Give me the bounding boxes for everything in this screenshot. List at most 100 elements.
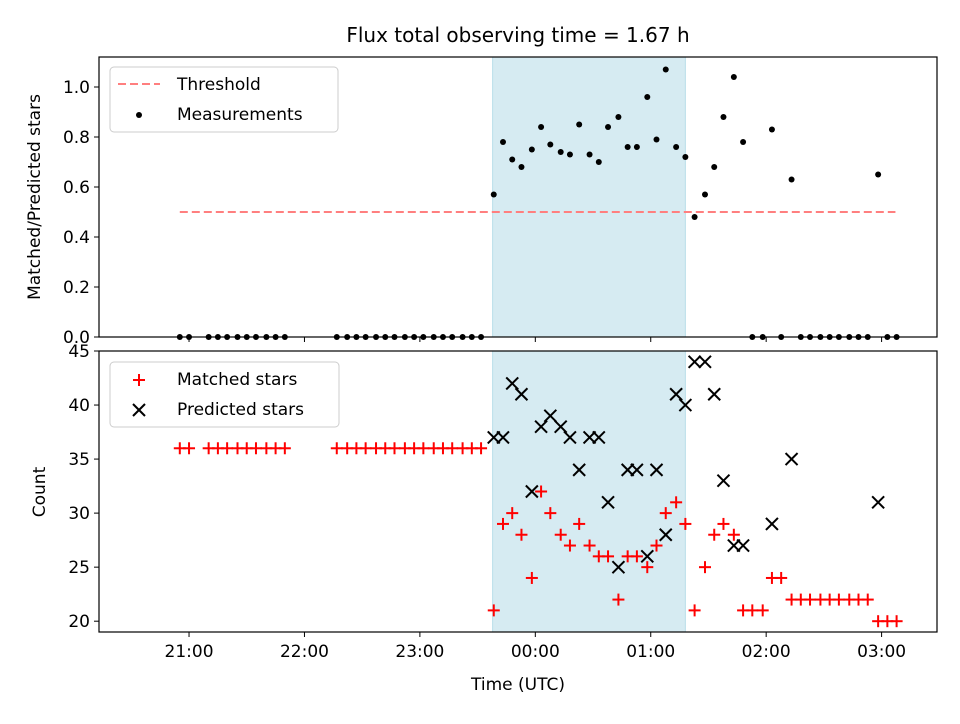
matched-stars-point [446,442,459,455]
matched-stars-point [659,507,672,520]
matched-stars-point [221,442,234,455]
measurements-point [557,149,564,155]
bottom-legend: Matched stars Predicted stars [109,361,340,428]
predicted-stars-point [543,409,558,423]
bottom-panel: 20 25 30 35 40 45 21:00 22:00 23:00 00:00 01:00 02… [30,342,938,695]
predicted-stars-series [487,355,885,574]
x-tick-label: 01:00 [626,642,675,662]
threshold-legend-label: Threshold [176,75,261,95]
predicted-stars-point [765,517,779,531]
top-axes-frame [98,56,938,338]
measurements-point [633,144,640,150]
matched-stars-point [249,442,262,455]
matched-stars-point [583,539,596,552]
measurements-point [701,191,708,198]
predicted-stars-point [707,387,721,401]
matched-stars-point [496,517,509,530]
x-tick-label: 03:00 [857,642,906,662]
bottom-y-tick-label: 40 [68,396,90,416]
measurements-point [595,159,602,165]
matched-stars-legend-label: Matched stars [177,370,297,390]
top-x-ticks [188,337,883,342]
matched-stars-point [330,442,343,455]
measurements-point [509,156,516,163]
matched-stars-point [756,604,769,617]
predicted-stars-point [871,495,885,510]
measurements-point [711,164,718,170]
matched-stars-point [602,550,615,563]
measurements-legend-swatch [136,112,142,118]
bottom-y-tick-label: 35 [68,450,90,470]
matched-stars-point [278,442,291,455]
predicted-stars-point [687,355,702,369]
predicted-stars-point [611,560,626,574]
top-legend-box [109,66,339,133]
predicted-stars-point [601,495,615,510]
matched-stars-point [475,442,488,455]
x-tick-label: 23:00 [395,642,444,662]
matched-stars-point [417,442,430,455]
bottom-axes-frame [98,350,938,633]
bottom-y-tick-label: 25 [68,558,90,578]
predicted-stars-point [554,419,568,434]
top-legend: Threshold Measurements [109,66,339,133]
predicted-stars-point [678,398,693,412]
chart-title: Flux total observing time = 1.67 h [346,23,689,47]
bottom-y-tick-label: 20 [68,612,90,632]
predicted-stars-legend-swatch [132,403,146,417]
predicted-stars-point [525,484,539,499]
matched-stars-point [688,604,701,617]
x-tick-label: 21:00 [165,642,214,662]
top-y-tick-label: 0.2 [63,278,90,298]
matched-stars-series [173,442,903,628]
measurements-point [875,171,882,178]
measurements-point [788,176,795,183]
measurements-point [720,114,727,120]
matched-stars-point [832,593,845,606]
measurements-point [499,139,506,145]
measurements-point [768,126,775,133]
matched-stars-point [890,615,903,628]
matched-stars-point [717,517,730,530]
top-y-tick-label: 0.8 [63,128,90,148]
matched-stars-point [727,528,740,541]
predicted-stars-point [505,376,519,391]
matched-stars-point [650,539,663,552]
matched-stars-point [679,517,692,530]
measurements-point [653,136,660,143]
measurements-point [673,144,680,150]
matched-stars-point [861,593,874,606]
matched-stars-point [670,496,683,509]
predicted-stars-legend-label: Predicted stars [177,400,304,420]
measurements-point [730,74,737,80]
bottom-y-tick-label: 30 [68,504,90,524]
matched-stars-point [487,604,500,617]
matched-stars-point [804,593,817,606]
predicted-stars-point [669,387,683,401]
top-y-ticks: 0.0 0.2 0.4 0.6 0.8 1.0 [63,78,99,348]
matched-stars-legend-swatch [133,374,145,386]
matched-stars-point [515,528,528,541]
measurements-point [518,164,525,170]
matched-stars-point [612,593,625,606]
top-observing-span [492,56,686,338]
bottom-y-axis-label: Count [30,466,50,517]
top-y-tick-label: 0.4 [63,228,90,248]
matched-stars-point [388,442,401,455]
x-axis-label: Time (UTC) [470,675,565,695]
predicted-stars-point [649,463,664,477]
measurements-point [566,151,573,158]
predicted-stars-point [736,538,750,553]
x-tick-label: 02:00 [742,642,791,662]
matched-stars-point [746,604,759,617]
measurements-point [490,191,497,198]
predicted-stars-point [630,463,644,477]
measurements-point [586,151,593,158]
measurements-point [644,94,651,100]
measurements-point [605,124,612,130]
matched-stars-point [525,571,538,584]
bottom-y-ticks: 20 25 30 35 40 45 [68,342,99,632]
predicted-stars-point [784,452,799,466]
matched-stars-point [535,485,548,498]
